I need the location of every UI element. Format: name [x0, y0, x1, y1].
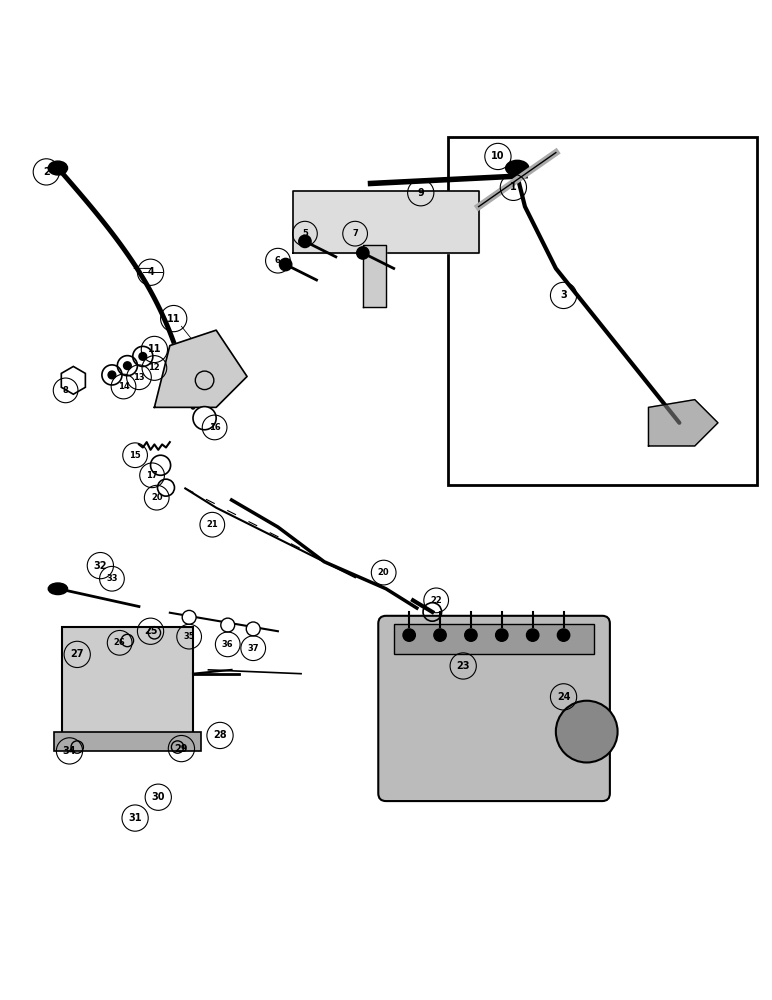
Circle shape: [151, 455, 171, 475]
Circle shape: [465, 629, 477, 641]
Circle shape: [403, 629, 415, 641]
Circle shape: [108, 371, 116, 379]
Ellipse shape: [48, 161, 67, 175]
Text: 12: 12: [148, 363, 161, 372]
Text: 37: 37: [248, 644, 259, 653]
Text: 7: 7: [352, 229, 358, 238]
Text: 36: 36: [222, 640, 234, 649]
Text: 33: 33: [107, 574, 117, 583]
Text: 24: 24: [557, 692, 571, 702]
Bar: [448, 137, 757, 485]
Text: 9: 9: [418, 188, 424, 198]
Polygon shape: [363, 245, 386, 307]
Bar: [394, 624, 594, 654]
FancyBboxPatch shape: [378, 616, 610, 801]
Text: 21: 21: [206, 520, 218, 529]
Circle shape: [299, 235, 311, 248]
Text: 34: 34: [63, 746, 76, 756]
Text: 32: 32: [93, 561, 107, 571]
Bar: [62, 627, 193, 743]
Text: 20: 20: [151, 493, 163, 502]
Text: 16: 16: [208, 423, 221, 432]
Text: 10: 10: [491, 151, 505, 161]
Circle shape: [221, 618, 235, 632]
Text: 35: 35: [183, 632, 195, 641]
Text: 25: 25: [144, 626, 157, 636]
Text: 2: 2: [43, 167, 49, 177]
Text: 29: 29: [174, 744, 188, 754]
Text: 6: 6: [275, 256, 281, 265]
Text: 13: 13: [133, 373, 145, 382]
Text: 11: 11: [167, 314, 181, 324]
Circle shape: [124, 362, 131, 370]
Ellipse shape: [48, 583, 67, 595]
Circle shape: [193, 407, 216, 430]
Text: 28: 28: [213, 730, 227, 740]
Text: 1: 1: [510, 182, 516, 192]
Text: 4: 4: [147, 267, 154, 277]
Circle shape: [556, 701, 618, 762]
Circle shape: [357, 247, 369, 259]
Circle shape: [139, 353, 147, 360]
Text: 20: 20: [378, 568, 390, 577]
Circle shape: [182, 610, 196, 624]
Text: 8: 8: [63, 386, 69, 395]
Text: 3: 3: [560, 290, 567, 300]
Circle shape: [496, 629, 508, 641]
Circle shape: [557, 629, 570, 641]
Circle shape: [279, 258, 292, 271]
Text: 5: 5: [302, 229, 308, 238]
Text: 14: 14: [117, 382, 130, 391]
Circle shape: [246, 622, 260, 636]
Bar: [54, 732, 201, 751]
Circle shape: [434, 629, 446, 641]
Text: 26: 26: [113, 638, 126, 647]
Text: 23: 23: [456, 661, 470, 671]
Circle shape: [527, 629, 539, 641]
Polygon shape: [154, 330, 247, 407]
Polygon shape: [293, 191, 479, 253]
Polygon shape: [648, 400, 718, 446]
Ellipse shape: [506, 160, 529, 176]
Text: 31: 31: [128, 813, 142, 823]
Text: 30: 30: [151, 792, 165, 802]
Text: 17: 17: [146, 471, 158, 480]
Text: 22: 22: [430, 596, 442, 605]
Text: 15: 15: [129, 451, 141, 460]
Text: 27: 27: [70, 649, 84, 659]
Text: 11: 11: [147, 344, 161, 354]
